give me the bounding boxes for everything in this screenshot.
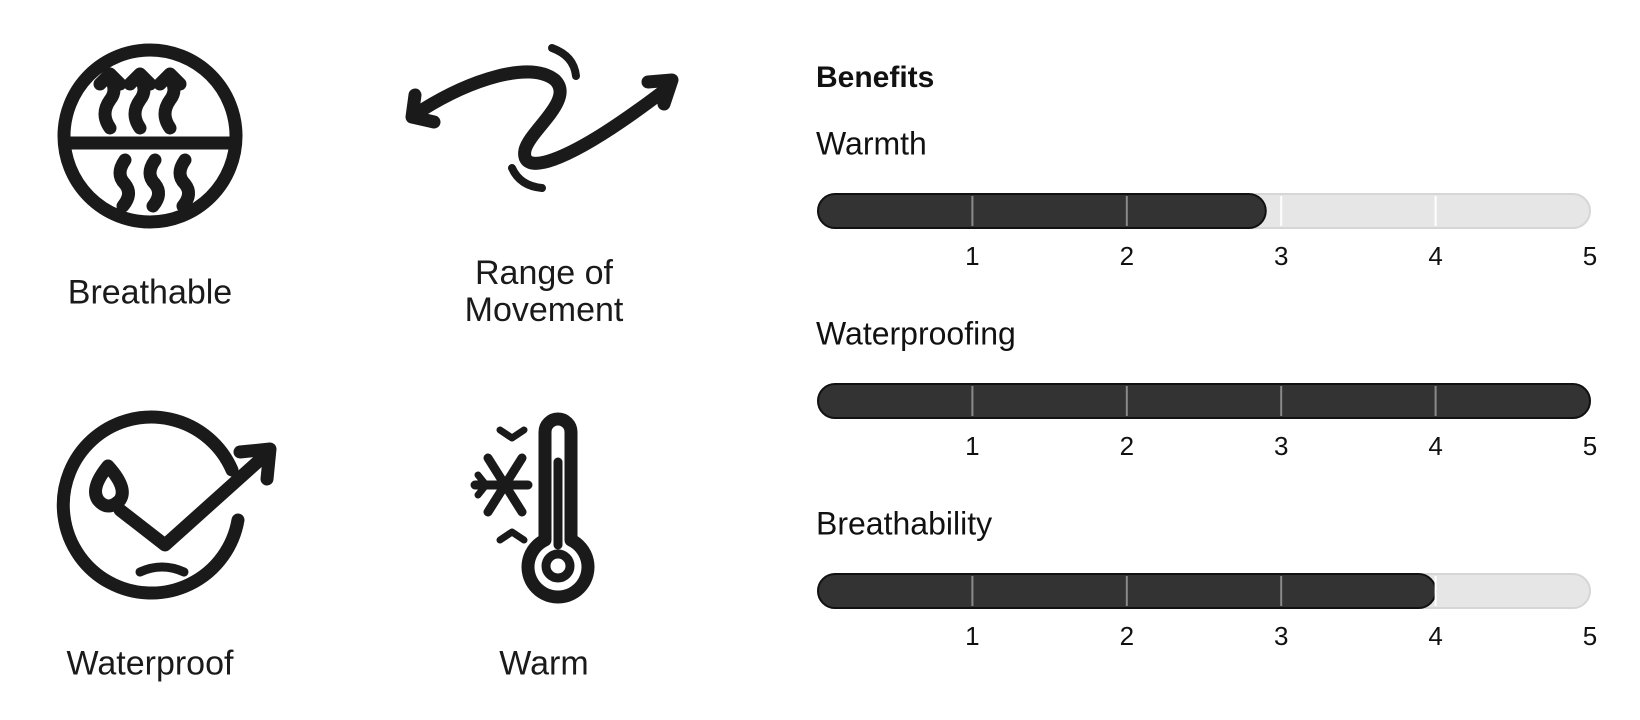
tick-label: 5 [1583, 241, 1597, 271]
tick-label: 3 [1274, 621, 1288, 651]
tick-label: 2 [1120, 431, 1134, 461]
tick-label: 4 [1428, 241, 1442, 271]
tick-label: 5 [1583, 431, 1597, 461]
tick-label: 4 [1428, 621, 1442, 651]
tick-label: 2 [1120, 241, 1134, 271]
tick-label: 5 [1583, 621, 1597, 651]
rating-name: Warmth [816, 125, 927, 161]
tick-label: 1 [965, 621, 979, 651]
feature-label: Breathable [67, 273, 233, 312]
rating-bar [817, 193, 1267, 229]
feature-label: Warm [499, 644, 589, 683]
tick-label: 2 [1120, 621, 1134, 651]
tick-label: 3 [1274, 431, 1288, 461]
benefits-title: Benefits [816, 61, 934, 94]
rating-name: Breathability [816, 505, 992, 541]
tick-label: 4 [1428, 431, 1442, 461]
waterproof-icon [56, 410, 277, 600]
movement-icon [405, 44, 679, 192]
rating-name: Waterproofing [816, 315, 1016, 351]
feature-label: Waterproof [66, 644, 234, 683]
rating-bar [817, 383, 1591, 419]
warm-icon [470, 412, 595, 604]
feature-label: Range of Movement [464, 254, 624, 329]
tick-label: 1 [965, 431, 979, 461]
tick-label: 3 [1274, 241, 1288, 271]
tick-label: 1 [965, 241, 979, 271]
breathable-icon [57, 43, 243, 229]
